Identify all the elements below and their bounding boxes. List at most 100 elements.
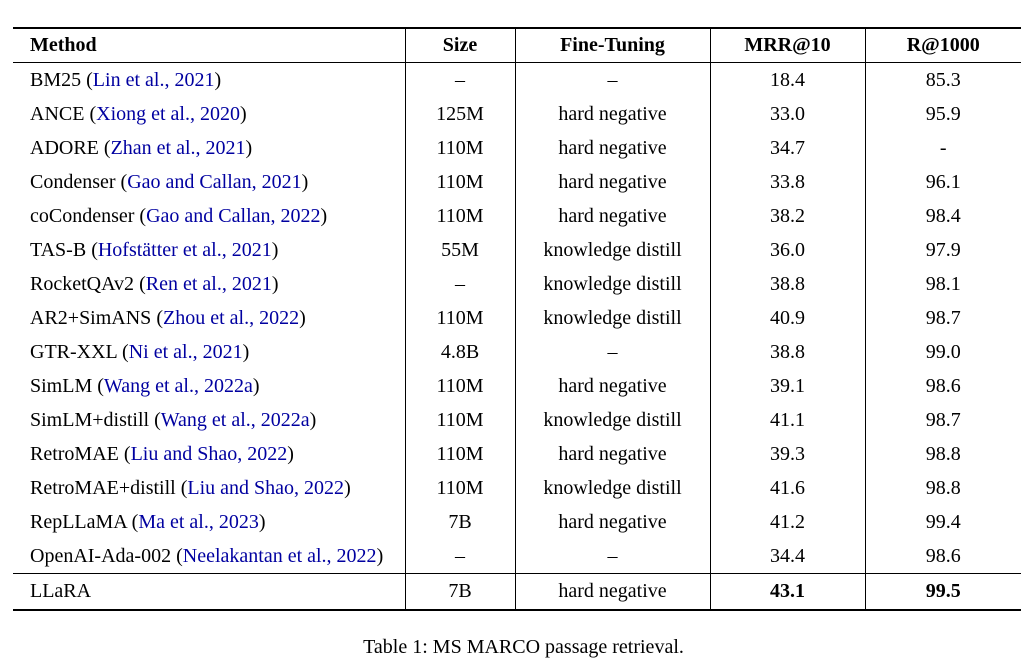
fine-tuning-cell: hard negative	[514, 573, 710, 610]
method-name: GTR-XXL	[30, 340, 118, 363]
fine-tuning-cell: hard negative	[514, 165, 710, 199]
r1000-cell: 85.3	[864, 62, 1021, 97]
fine-tuning-cell: –	[514, 335, 710, 369]
citation-link[interactable]: Neelakantan et al., 2022	[182, 544, 377, 567]
fine-tuning-cell: knowledge distill	[514, 267, 710, 301]
citation-link[interactable]: Liu and Shao, 2022	[130, 442, 288, 465]
table-row: AR2+SimANS (Zhou et al., 2022) 110M knowle…	[13, 301, 1021, 335]
citation-link[interactable]: Gao and Callan, 2021	[127, 170, 302, 193]
table-row: BM25 (Lin et al., 2021) – –18.4 85.3	[13, 62, 1021, 97]
citation-link[interactable]: Hofstätter et al., 2021	[97, 238, 272, 261]
mrr10-cell: 36.0	[709, 233, 865, 267]
size-cell: 7B	[404, 573, 515, 610]
table-row: Condenser (Gao and Callan, 2021) 110M hard…	[13, 165, 1021, 199]
r1000-cell: 99.0	[864, 335, 1021, 369]
fine-tuning-cell: hard negative	[514, 437, 710, 471]
table-row: SimLM+distill (Wang et al., 2022a) 110M kn…	[13, 403, 1021, 437]
header-row: Method Size Fine-Tuning MRR@10 R@1000	[13, 28, 1021, 63]
table-row: ADORE (Zhan et al., 2021) 110M hard negati…	[13, 131, 1021, 165]
table-row: LLaRA 7B hard negative 43.1 99.5	[13, 573, 1021, 611]
mrr10-cell: 33.0	[709, 97, 865, 131]
r1000-cell: 98.8	[864, 471, 1021, 505]
table-row: RetroMAE (Liu and Shao, 2022) 110M hard ne…	[13, 437, 1021, 471]
method-name: SimLM+distill	[30, 408, 150, 431]
size-cell: –	[404, 62, 515, 97]
method-cell: SimLM (Wang et al., 2022a)	[30, 374, 260, 397]
fine-tuning-cell: –	[514, 539, 710, 574]
method-name: RocketQAv2	[30, 272, 135, 295]
method-cell: LLaRA	[13, 574, 405, 611]
mrr10-cell: 39.3	[709, 437, 865, 471]
method-name: ANCE	[30, 102, 85, 125]
fine-tuning-cell: hard negative	[514, 199, 710, 233]
r1000-cell: 98.8	[864, 437, 1021, 471]
method-name: RetroMAE	[30, 442, 119, 465]
size-cell: 110M	[404, 165, 515, 199]
column-header-mrr10: MRR@10	[709, 28, 865, 63]
method-cell: BM25 (Lin et al., 2021)	[30, 68, 222, 91]
citation-link[interactable]: Wang et al., 2022a	[160, 408, 310, 431]
fine-tuning-cell: hard negative	[514, 131, 710, 165]
method-name: BM25	[30, 68, 82, 91]
method-cell: SimLM+distill (Wang et al., 2022a)	[30, 408, 317, 431]
size-cell: 110M	[404, 403, 515, 437]
method-cell: RocketQAv2 (Ren et al., 2021)	[30, 272, 279, 295]
size-cell: 110M	[404, 301, 515, 335]
fine-tuning-cell: hard negative	[514, 505, 710, 539]
citation-link[interactable]: Zhou et al., 2022	[162, 306, 300, 329]
r1000-cell: 98.4	[864, 199, 1021, 233]
method-cell: RetroMAE+distill (Liu and Shao, 2022)	[30, 476, 351, 499]
method-cell: AR2+SimANS (Zhou et al., 2022)	[30, 306, 306, 329]
r1000-cell: 99.4	[864, 505, 1021, 539]
table-row: ANCE (Xiong et al., 2020) 125M hard negati…	[13, 97, 1021, 131]
method-name: LLaRA	[30, 580, 92, 602]
r1000-cell: 98.7	[864, 403, 1021, 437]
citation-link[interactable]: Gao and Callan, 2022	[146, 204, 321, 227]
r1000-cell: 95.9	[864, 97, 1021, 131]
citation-link[interactable]: Xiong et al., 2020	[96, 102, 240, 125]
mrr10-cell: 33.8	[709, 165, 865, 199]
mrr10-cell: 41.6	[709, 471, 865, 505]
citation-link[interactable]: Liu and Shao, 2022	[187, 476, 345, 499]
method-name: RepLLaMA	[30, 510, 127, 533]
method-name: AR2+SimANS	[30, 306, 152, 329]
size-cell: 110M	[404, 437, 515, 471]
method-name: ADORE	[30, 136, 99, 159]
method-cell: OpenAI-Ada-002 (Neelakantan et al., 2022…	[30, 544, 384, 567]
size-cell: 7B	[404, 505, 515, 539]
citation-link[interactable]: Lin et al., 2021	[92, 68, 215, 91]
r1000-cell: -	[864, 131, 1021, 165]
column-header-r1000: R@1000	[864, 28, 1021, 63]
citation-link[interactable]: Ren et al., 2021	[145, 272, 272, 295]
method-name: RetroMAE+distill	[30, 476, 176, 499]
table-body: BM25 (Lin et al., 2021) – –18.4 85.3 ANCE (X…	[13, 62, 1021, 611]
table-row: TAS-B (Hofstätter et al., 2021) 55M knowle…	[13, 233, 1021, 267]
r1000-cell: 98.6	[864, 539, 1021, 574]
citation-link[interactable]: Ni et al., 2021	[128, 340, 243, 363]
citation-link[interactable]: Zhan et al., 2021	[110, 136, 246, 159]
table-row: OpenAI-Ada-002 (Neelakantan et al., 2022…	[13, 539, 1021, 574]
table-header: Method Size Fine-Tuning MRR@10 R@1000	[13, 28, 1021, 63]
mrr10-cell: 40.9	[709, 301, 865, 335]
size-cell: 110M	[404, 199, 515, 233]
mrr10-cell: 41.2	[709, 505, 865, 539]
method-cell: TAS-B (Hofstätter et al., 2021)	[30, 238, 279, 261]
table-row: SimLM (Wang et al., 2022a) 110M hard negat…	[13, 369, 1021, 403]
r1000-cell: 96.1	[864, 165, 1021, 199]
r1000-cell: 99.5	[864, 573, 1021, 610]
column-header-fine-tuning: Fine-Tuning	[514, 28, 710, 63]
method-name: Condenser	[30, 170, 116, 193]
method-cell: RepLLaMA (Ma et al., 2023)	[30, 510, 266, 533]
table-row: RetroMAE+distill (Liu and Shao, 2022) 110…	[13, 471, 1021, 505]
column-header-size: Size	[404, 28, 515, 63]
fine-tuning-cell: hard negative	[514, 97, 710, 131]
fine-tuning-cell: knowledge distill	[514, 471, 710, 505]
mrr10-cell: 38.8	[709, 267, 865, 301]
citation-link[interactable]: Wang et al., 2022a	[103, 374, 253, 397]
citation-link[interactable]: Ma et al., 2023	[138, 510, 259, 533]
mrr10-cell: 34.7	[709, 131, 865, 165]
fine-tuning-cell: knowledge distill	[514, 301, 710, 335]
r1000-cell: 97.9	[864, 233, 1021, 267]
size-cell: 110M	[404, 471, 515, 505]
